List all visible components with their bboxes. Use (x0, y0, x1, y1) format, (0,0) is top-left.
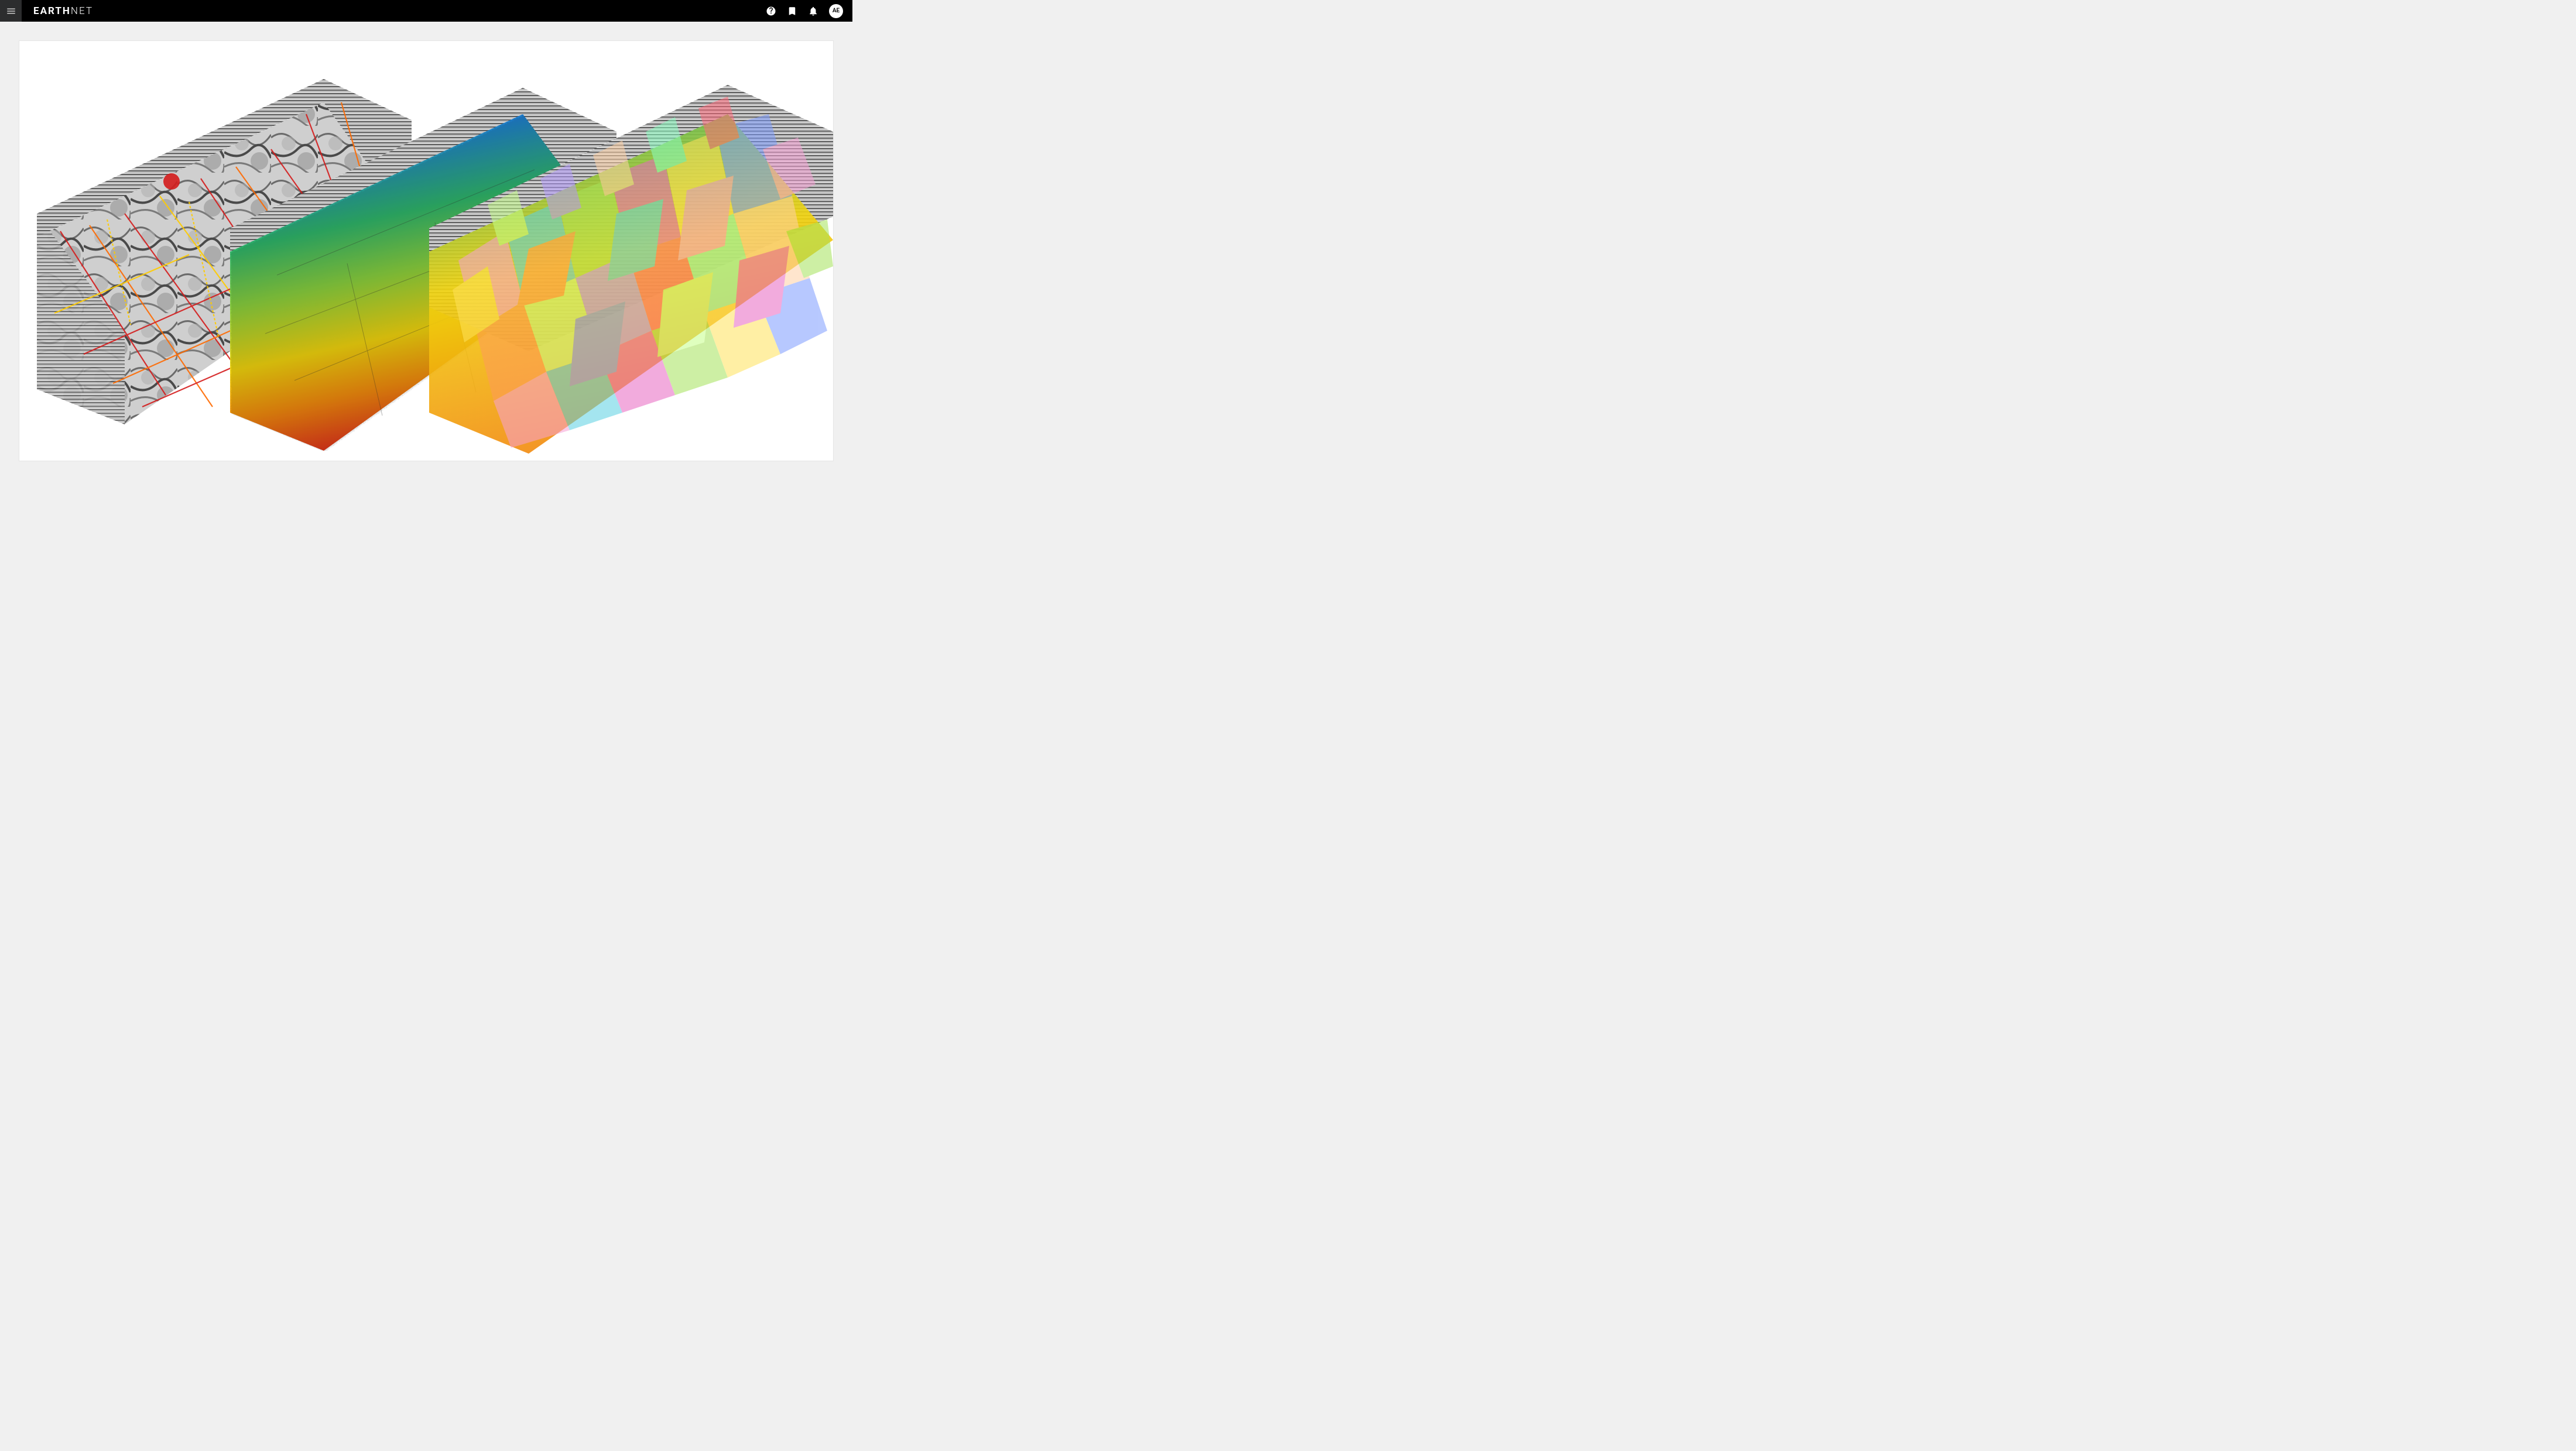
topbar-actions: AE (766, 4, 852, 18)
brand-logo: EARTHNET (33, 5, 93, 17)
viz-stage (19, 41, 833, 461)
help-icon (766, 6, 776, 16)
visualization-canvas[interactable] (19, 40, 834, 461)
hamburger-menu-button[interactable] (0, 0, 22, 22)
main-content (0, 22, 852, 480)
bookmark-icon (787, 6, 797, 16)
brand-light: NET (71, 5, 93, 17)
user-avatar[interactable]: AE (829, 4, 843, 18)
help-button[interactable] (766, 6, 776, 16)
seismic-volume-segmentation (423, 85, 833, 454)
topbar: EARTHNET AE (0, 0, 852, 22)
bell-icon (808, 6, 818, 16)
hamburger-icon (6, 6, 16, 16)
bookmarks-button[interactable] (787, 6, 797, 16)
brand-bold: EARTH (33, 5, 71, 17)
avatar-initials: AE (833, 8, 840, 14)
notifications-button[interactable] (808, 6, 818, 16)
